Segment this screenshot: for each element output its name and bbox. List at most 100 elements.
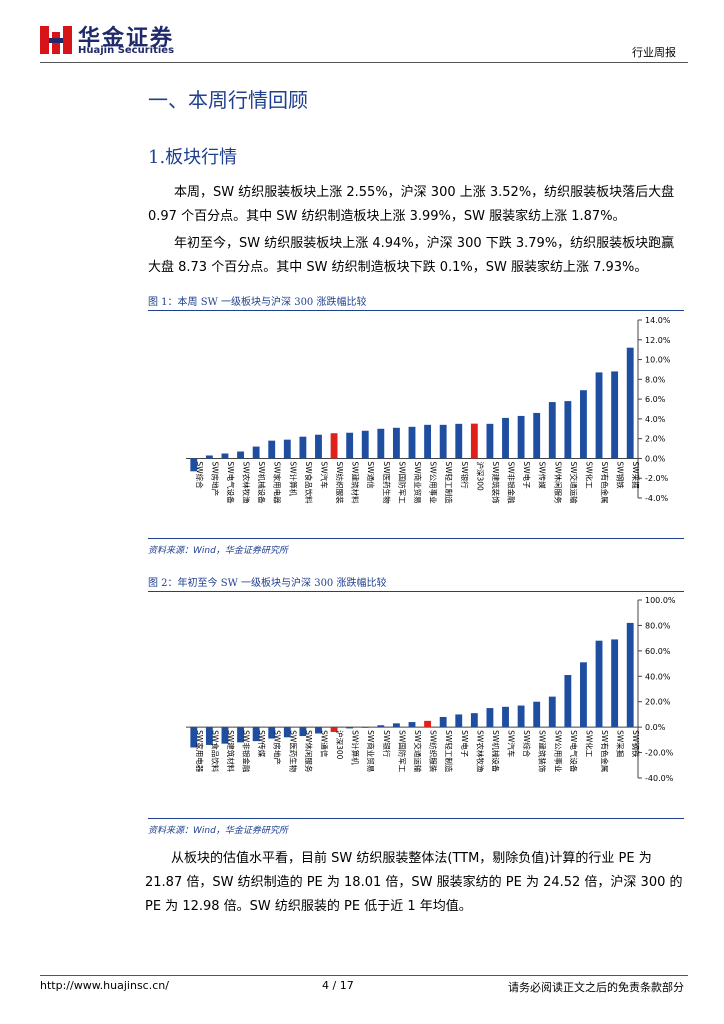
x-tick-label: SW纺织服装 bbox=[335, 461, 345, 504]
x-tick-label: SW机械设备 bbox=[491, 730, 501, 773]
bar bbox=[548, 696, 556, 728]
bar bbox=[580, 390, 587, 459]
x-tick-label: SW建筑材料 bbox=[226, 730, 236, 773]
y-tick-label: 6.0% bbox=[645, 395, 666, 404]
x-tick-label: SW通信 bbox=[319, 730, 329, 758]
rule bbox=[148, 818, 684, 819]
x-tick-label: SW化工 bbox=[584, 461, 594, 489]
rule bbox=[148, 591, 684, 592]
bar bbox=[439, 716, 447, 728]
x-tick-label: SW电子 bbox=[522, 461, 532, 489]
bar bbox=[237, 451, 244, 459]
bar bbox=[548, 402, 556, 459]
bar bbox=[502, 417, 509, 459]
bar bbox=[408, 426, 416, 459]
x-tick-label: SW综合 bbox=[522, 730, 532, 758]
page-number: 4 / 17 bbox=[322, 979, 354, 992]
x-tick-label: SW钢铁 bbox=[616, 461, 626, 489]
x-tick-label: SW汽车 bbox=[319, 461, 329, 489]
x-tick-label: SW汽车 bbox=[507, 730, 517, 758]
x-tick-label: SW交通运输 bbox=[413, 730, 423, 773]
bar bbox=[626, 347, 634, 459]
bar bbox=[377, 725, 385, 728]
bar bbox=[268, 440, 276, 459]
x-tick-label: SW国防军工 bbox=[397, 461, 407, 504]
bar bbox=[626, 622, 634, 728]
paragraph: 年初至今，SW 纺织服装板块上涨 4.94%，沪深 300 下跌 3.79%，纺… bbox=[148, 236, 675, 275]
bar bbox=[299, 436, 307, 459]
x-tick-label: SW采掘 bbox=[616, 730, 626, 757]
bar bbox=[486, 423, 494, 459]
x-tick-label: SW银行 bbox=[460, 461, 470, 489]
bar bbox=[252, 727, 260, 742]
rule bbox=[148, 538, 684, 539]
x-tick-label: SW休闲服务 bbox=[553, 461, 563, 504]
x-tick-label: SW有色金属 bbox=[600, 730, 610, 772]
bar bbox=[315, 727, 322, 734]
source: 资料来源：Wind，华金证券研究所 bbox=[148, 546, 288, 556]
y-tick-label: -40.0% bbox=[645, 774, 674, 783]
bar bbox=[517, 705, 525, 728]
bar bbox=[330, 727, 338, 732]
x-tick-label: SW商业贸易 bbox=[413, 461, 423, 503]
footer-url: http://www.huajinsc.cn/ bbox=[40, 979, 169, 992]
figure-caption: 图 2：年初至今 SW 一级板块与沪深 300 涨跌幅比较 bbox=[148, 578, 387, 589]
paragraph: 从板块的估值水平看，目前 SW 纺织服装整体法(TTM，剔除负值)计算的行业 P… bbox=[145, 851, 683, 914]
bar bbox=[533, 412, 541, 459]
x-tick-label: SW农林牧渔 bbox=[242, 461, 252, 504]
bar bbox=[361, 727, 369, 728]
bar bbox=[237, 727, 244, 743]
bar bbox=[252, 446, 260, 459]
bar bbox=[611, 371, 619, 459]
x-tick-label: SW国防军工 bbox=[397, 730, 407, 773]
bar bbox=[439, 424, 447, 459]
x-tick-label: 沪深300 bbox=[475, 461, 485, 491]
x-tick-label: SW建筑材料 bbox=[351, 461, 361, 504]
x-tick-label: SW钢铁 bbox=[631, 730, 641, 758]
bar bbox=[517, 415, 525, 459]
bar bbox=[470, 713, 478, 728]
disclaimer: 请务必阅读正文之后的免责条款部分 bbox=[508, 981, 684, 994]
doc-type: 行业周报 bbox=[632, 46, 676, 59]
x-tick-label: SW农林牧渔 bbox=[475, 730, 485, 773]
rule bbox=[148, 310, 684, 311]
bar bbox=[455, 714, 463, 728]
bar bbox=[283, 439, 291, 459]
x-tick-label: SW计算机 bbox=[351, 730, 361, 765]
x-tick-label: SW计算机 bbox=[288, 461, 298, 496]
y-tick-label: -20.0% bbox=[645, 749, 674, 758]
bar bbox=[455, 423, 463, 459]
x-tick-label: SW有色金属 bbox=[600, 461, 610, 503]
brand: 华金证券 bbox=[78, 26, 175, 51]
source: 资料来源：Wind，华金证券研究所 bbox=[148, 826, 288, 836]
x-tick-label: SW食品饮料 bbox=[210, 730, 220, 773]
y-tick-label: 14.0% bbox=[645, 316, 671, 325]
y-tick-label: 40.0% bbox=[645, 672, 671, 681]
bar bbox=[299, 727, 307, 737]
y-tick-label: -4.0% bbox=[645, 494, 669, 503]
footer-rule bbox=[40, 975, 688, 976]
bar bbox=[315, 434, 322, 459]
bar bbox=[595, 640, 603, 728]
bar bbox=[564, 675, 572, 728]
bar bbox=[268, 727, 276, 739]
chart: -40.0% -20.0% 0.0% 20.0% 40.0% 60.0% 80.0% 100.… bbox=[186, 596, 676, 783]
bar bbox=[595, 372, 603, 459]
bar bbox=[486, 708, 494, 728]
x-tick-label: SW医药生物 bbox=[288, 730, 298, 773]
y-tick-label: 0.0% bbox=[645, 454, 666, 463]
x-tick-label: SW家用电器 bbox=[195, 730, 205, 773]
section-title: 一、本周行情回顾 bbox=[148, 88, 308, 112]
x-tick-label: SW非银金融 bbox=[507, 461, 517, 504]
x-tick-label: SW商业贸易 bbox=[366, 730, 376, 772]
y-tick-label: 4.0% bbox=[645, 415, 666, 424]
y-tick-label: 12.0% bbox=[645, 336, 671, 345]
brand-en: Huajin Securities bbox=[78, 45, 175, 56]
x-tick-label: SW建筑装饰 bbox=[491, 461, 501, 504]
x-tick-label: SW传媒 bbox=[257, 730, 267, 758]
y-tick-label: 60.0% bbox=[645, 647, 671, 656]
x-tick-label: SW轻工制造 bbox=[444, 730, 454, 773]
x-tick-label: SW建筑装饰 bbox=[538, 730, 548, 773]
y-tick-label: 100.0% bbox=[645, 596, 676, 605]
bar bbox=[221, 453, 229, 459]
